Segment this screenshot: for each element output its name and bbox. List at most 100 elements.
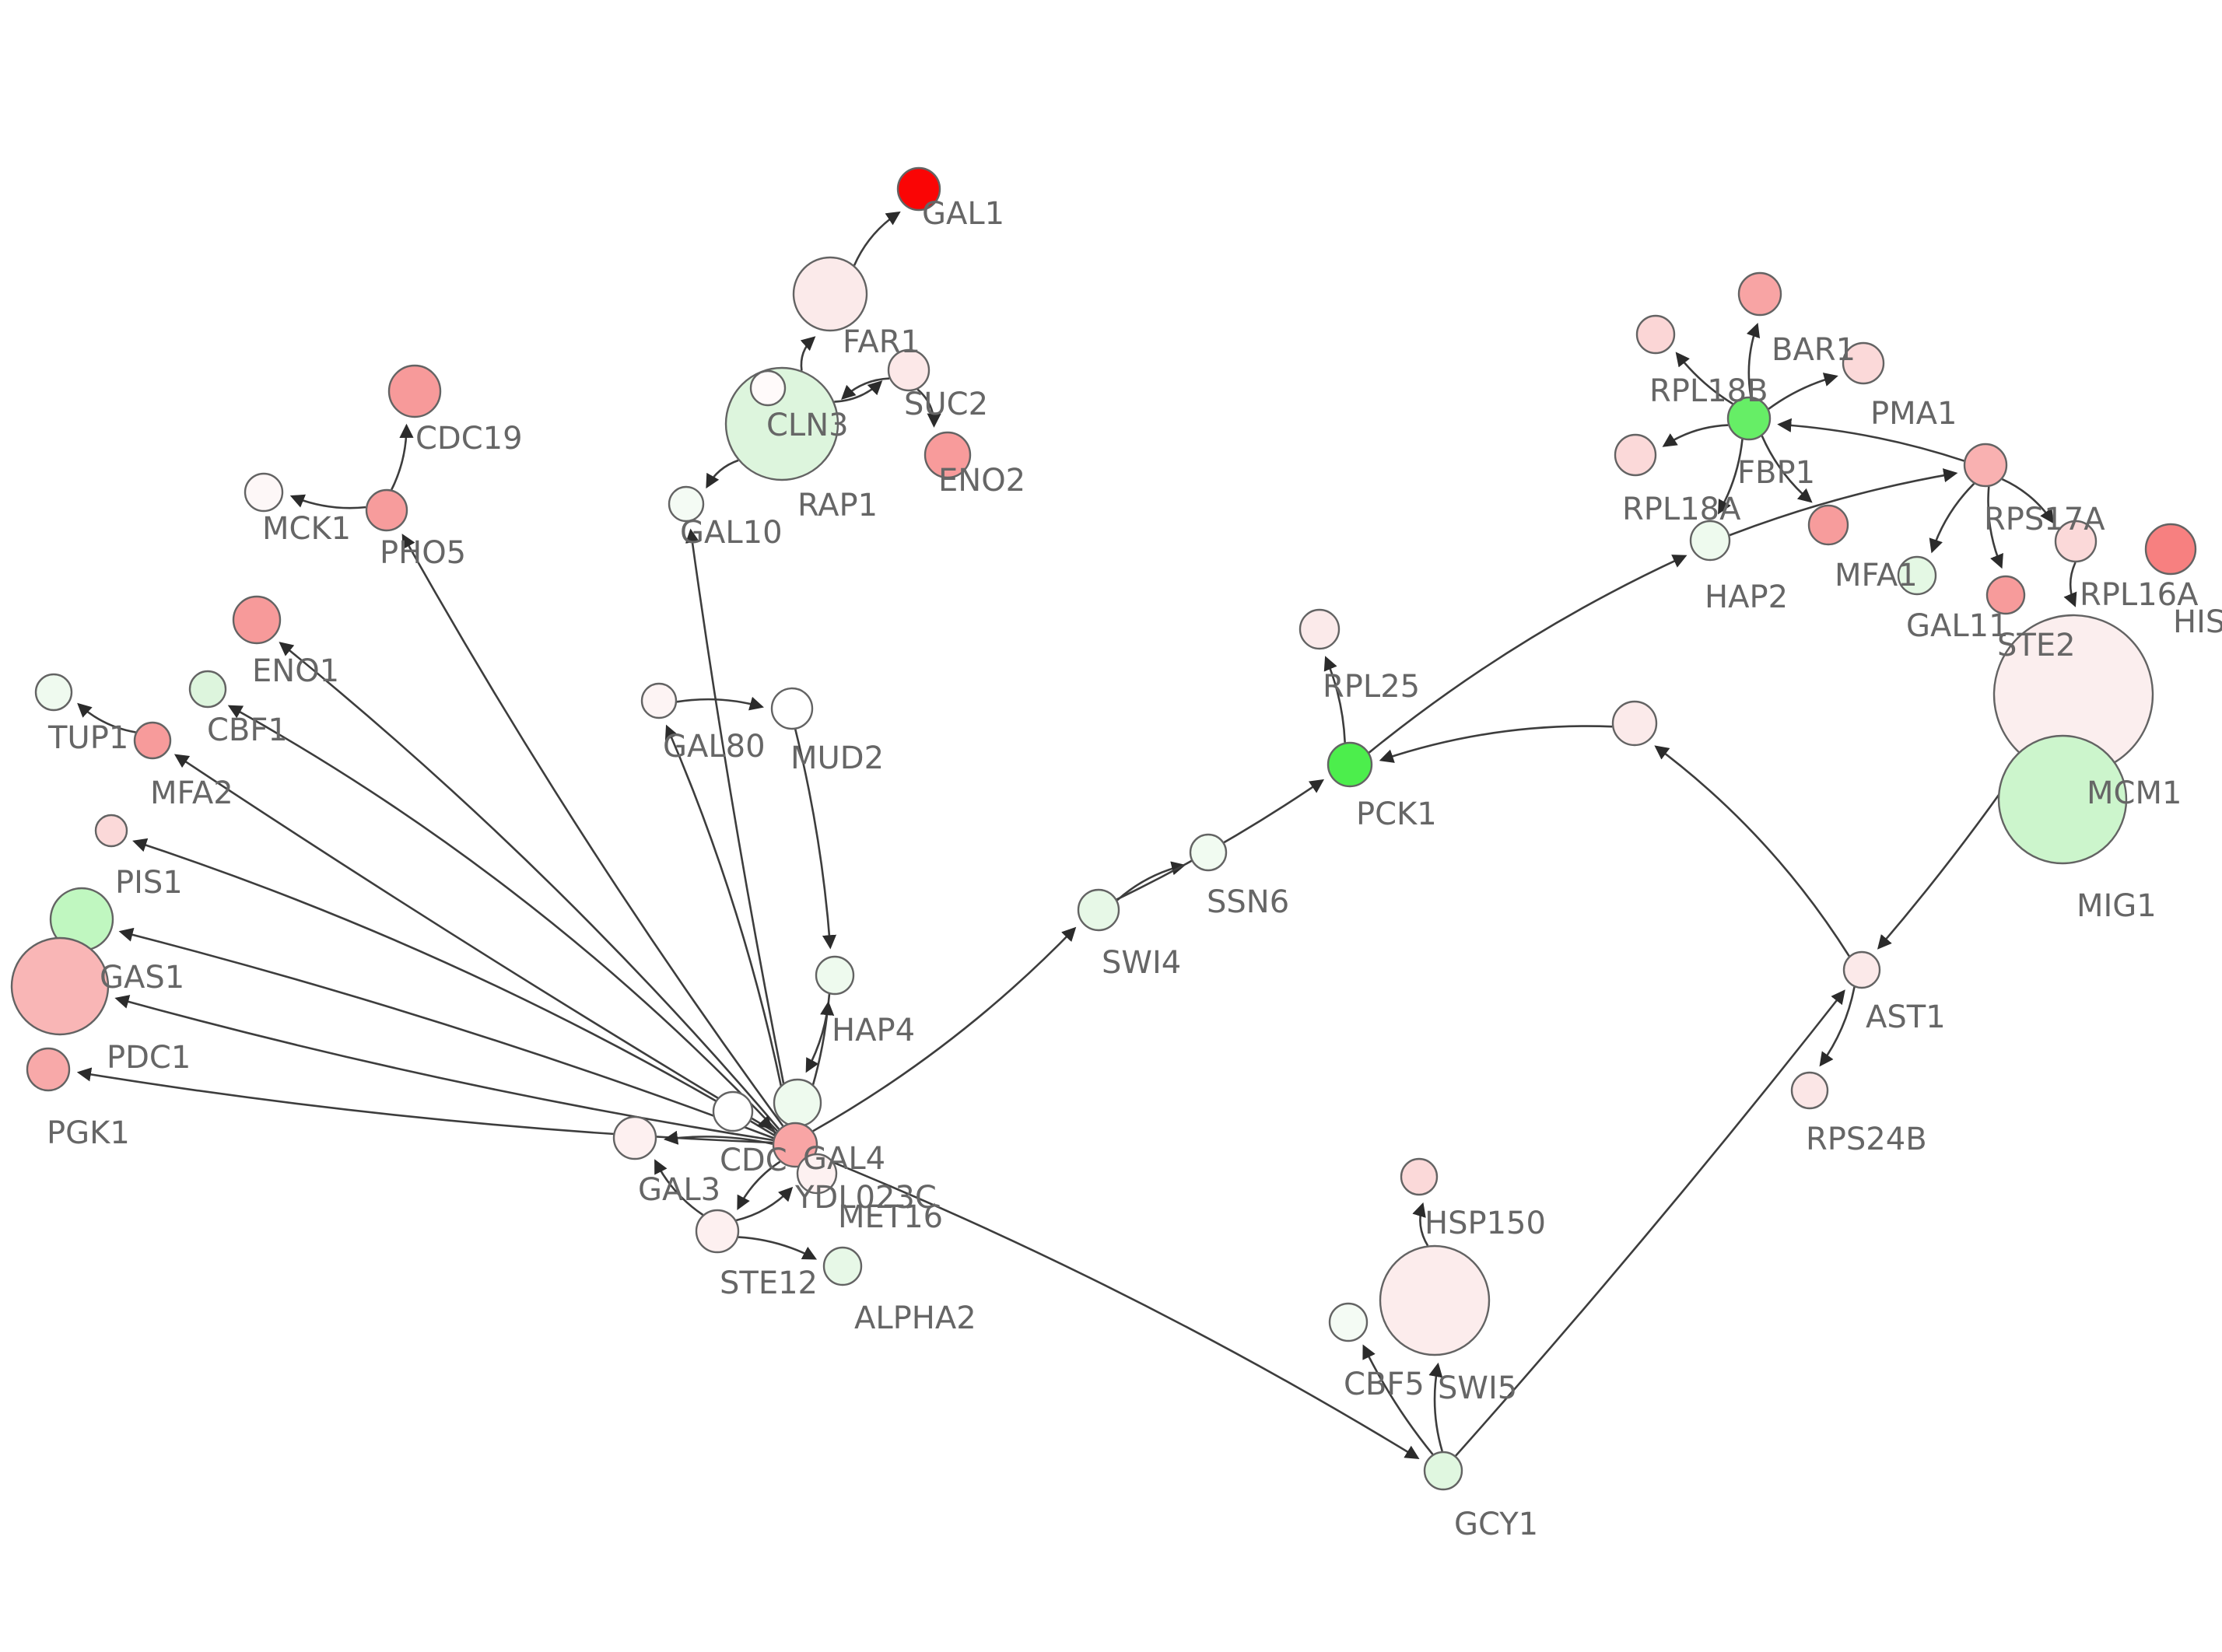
gene-node[interactable] [1726, 396, 1772, 441]
gene-node[interactable] [1077, 888, 1120, 932]
gene-node[interactable] [1689, 520, 1731, 562]
edge [1428, 1362, 1443, 1452]
gene-node[interactable] [1423, 1451, 1463, 1491]
edge [391, 423, 414, 491]
gene-node[interactable] [770, 687, 814, 730]
edge [76, 1067, 773, 1144]
gene-node[interactable] [94, 814, 128, 848]
edge [663, 1130, 773, 1145]
gene-node[interactable] [773, 1078, 822, 1128]
gene-node[interactable] [815, 955, 855, 996]
gene-node[interactable] [668, 485, 705, 523]
edge [815, 1153, 1420, 1459]
gene-node[interactable] [387, 364, 442, 418]
edge [114, 995, 773, 1142]
gene-node[interactable] [1985, 575, 2026, 615]
edge [1761, 435, 1813, 503]
gene-node[interactable] [695, 1209, 740, 1254]
edge [279, 642, 780, 1130]
edge [2001, 478, 2054, 524]
edge [173, 754, 777, 1134]
gene-node[interactable] [1807, 504, 1849, 546]
gene-node[interactable] [796, 1153, 838, 1195]
gene-node[interactable] [34, 673, 73, 712]
edge [1116, 861, 1186, 901]
edge [738, 1236, 818, 1260]
edge [132, 838, 776, 1137]
edge [735, 1186, 794, 1222]
gene-node[interactable] [1611, 700, 1658, 747]
gene-node[interactable] [822, 1246, 863, 1286]
edge [1379, 725, 1613, 763]
gene-node[interactable] [792, 256, 868, 332]
node-layer [10, 166, 2197, 1491]
edge [1987, 486, 2003, 569]
gene-node[interactable] [2054, 520, 2098, 563]
edge [1675, 352, 1733, 405]
edge-layer [76, 211, 2077, 1459]
edge [1746, 322, 1761, 397]
edge [1768, 373, 1838, 410]
gene-node[interactable] [133, 721, 172, 760]
gene-node[interactable] [365, 488, 408, 532]
gene-node[interactable] [1328, 1302, 1369, 1342]
gene-node[interactable] [188, 670, 227, 709]
gene-node[interactable] [1842, 341, 1885, 385]
edge [1323, 656, 1346, 743]
gene-node[interactable] [1997, 734, 2128, 865]
edge [1662, 424, 1729, 447]
gene-node[interactable] [612, 1115, 657, 1160]
edge [654, 1159, 704, 1216]
edge [841, 377, 890, 400]
edge [805, 993, 831, 1073]
edge [118, 927, 774, 1139]
edge [676, 696, 764, 711]
gene-node[interactable] [1614, 433, 1657, 477]
edge [1718, 439, 1744, 515]
gene-node[interactable] [1400, 1157, 1439, 1196]
gene-node[interactable] [244, 472, 284, 513]
gene-node[interactable] [749, 369, 787, 407]
edge [289, 494, 366, 509]
gene-node[interactable] [10, 936, 110, 1036]
edge [706, 459, 739, 489]
edge [77, 702, 136, 733]
edge [756, 1115, 776, 1135]
edge [800, 336, 816, 371]
edge [227, 705, 779, 1132]
gene-node[interactable] [1327, 741, 1373, 788]
gene-node[interactable] [1842, 950, 1881, 989]
edge [1929, 482, 1975, 554]
edge [1777, 418, 1964, 462]
gene-node[interactable] [896, 166, 941, 212]
gene-node[interactable] [887, 348, 931, 392]
gene-node[interactable] [26, 1047, 71, 1092]
edge [1729, 468, 1958, 537]
edge [853, 211, 901, 266]
gene-node[interactable] [712, 1090, 754, 1132]
edge [401, 534, 784, 1127]
edge [1368, 555, 1688, 754]
gene-node[interactable] [1897, 555, 1937, 596]
gene-node[interactable] [1963, 443, 2008, 488]
edge [1412, 1202, 1429, 1247]
gene-node[interactable] [640, 682, 678, 719]
gene-node[interactable] [923, 431, 972, 479]
gene-node[interactable] [1737, 271, 1782, 317]
gene-node[interactable] [772, 1122, 818, 1168]
gene-node[interactable] [1790, 1071, 1829, 1110]
gene-node[interactable] [232, 595, 282, 645]
edge [685, 528, 793, 1123]
edge [1654, 745, 1850, 957]
edge [794, 729, 837, 950]
gene-node[interactable] [1635, 314, 1676, 355]
edge [664, 724, 790, 1124]
edge [916, 388, 941, 428]
gene-node[interactable] [1189, 833, 1228, 872]
gene-node[interactable] [1299, 608, 1341, 650]
gene-node[interactable] [1379, 1244, 1491, 1356]
edge [2063, 562, 2077, 607]
gene-node[interactable] [2144, 523, 2197, 576]
